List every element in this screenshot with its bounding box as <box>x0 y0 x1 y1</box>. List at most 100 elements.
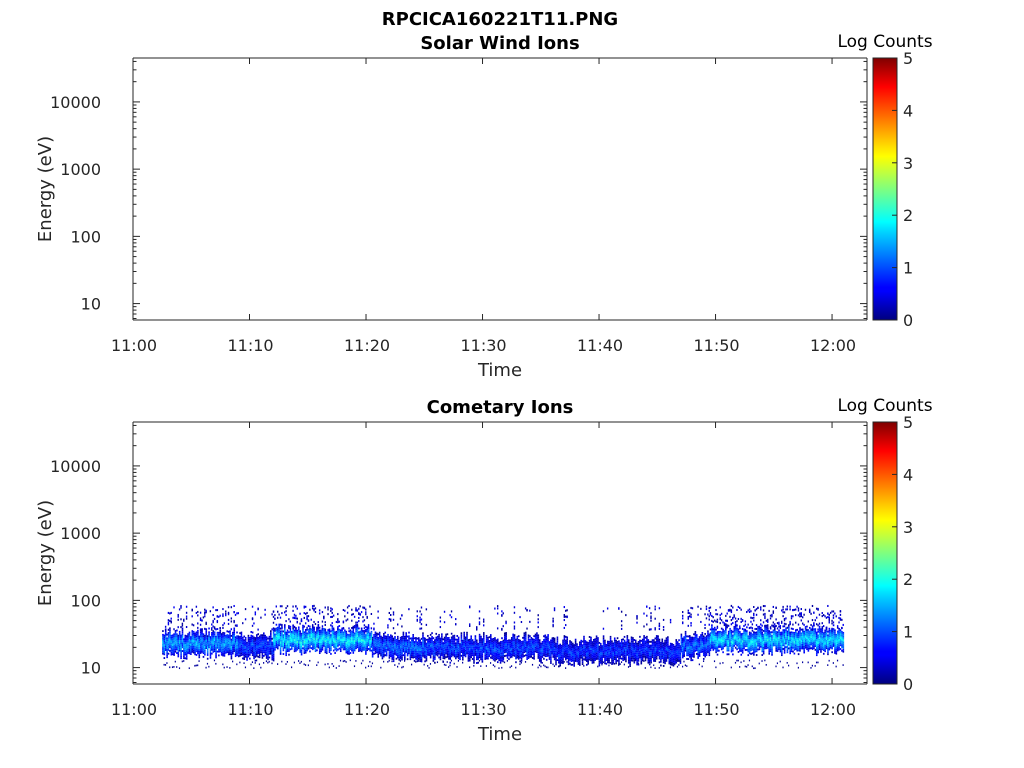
spectrogram-cell <box>420 660 423 663</box>
spectrogram-cell <box>233 604 235 607</box>
spectrogram-cell <box>362 633 364 636</box>
spectrogram-cell <box>220 653 223 656</box>
spectrogram-cell <box>573 653 575 656</box>
spectrogram-cell <box>328 639 331 642</box>
spectrogram-cell <box>327 636 329 639</box>
spectrogram-cell <box>191 615 193 618</box>
spectrogram-cell <box>495 643 498 646</box>
spectrogram-cell <box>541 644 544 647</box>
spectrogram-cell <box>540 642 542 645</box>
spectrogram-cell <box>244 646 247 649</box>
spectrogram-cell <box>581 661 584 664</box>
spectrogram-cell <box>536 632 538 635</box>
spectrogram-cell <box>622 642 624 645</box>
spectrogram-cell <box>627 650 630 653</box>
spectrogram-cell <box>292 628 294 631</box>
spectrogram-cell <box>488 647 491 650</box>
spectrogram-cell <box>643 642 645 645</box>
spectrogram-cell <box>334 648 336 651</box>
spectrogram-cell <box>356 646 359 649</box>
spectrogram-cell <box>331 638 334 641</box>
spectrogram-cell <box>632 648 634 651</box>
spectrogram-cell <box>428 646 431 649</box>
spectrogram-cell <box>567 663 570 666</box>
spectrogram-cell <box>660 645 662 648</box>
spectrogram-cell <box>513 647 516 650</box>
spectrogram-cell <box>650 617 652 620</box>
spectrogram-cell <box>223 645 226 648</box>
spectrogram-cell <box>204 627 206 630</box>
spectrogram-cell <box>460 636 463 638</box>
spectrogram-cell <box>250 642 253 645</box>
spectrogram-cell <box>283 637 286 640</box>
spectrogram-cell <box>201 628 203 631</box>
spectrogram-cell <box>369 605 371 608</box>
spectrogram-cell <box>615 643 617 646</box>
spectrogram-cell <box>331 625 334 628</box>
spectrogram-cell <box>563 661 565 663</box>
spectrogram-cell <box>540 661 542 664</box>
spectrogram-cell <box>388 649 391 652</box>
spectrogram-cell <box>325 646 328 649</box>
spectrogram-cell <box>434 661 436 664</box>
spectrogram-cell <box>324 638 327 641</box>
spectrogram-cell <box>184 653 187 656</box>
spectrogram-cell <box>281 641 283 644</box>
spectrogram-cell <box>660 647 662 650</box>
spectrogram-cell <box>344 640 346 643</box>
spectrogram-cell <box>452 638 454 641</box>
spectrogram-cell <box>331 615 333 618</box>
spectrogram-cell <box>378 637 381 640</box>
spectrogram-cell <box>481 638 484 641</box>
spectrogram-cell <box>243 662 245 664</box>
spectrogram-cell <box>485 642 488 645</box>
spectrogram-cell <box>321 631 324 634</box>
spectrogram-cell <box>496 661 499 664</box>
spectrogram-cell <box>374 635 377 638</box>
spectrogram-cell <box>441 646 443 649</box>
spectrogram-cell <box>452 654 454 656</box>
spectrogram-cell <box>304 647 307 650</box>
spectrogram-cell <box>388 659 390 662</box>
spectrogram-cell <box>616 644 619 647</box>
spectrogram-cell <box>534 650 537 653</box>
spectrogram-cell <box>328 630 331 633</box>
spectrogram-cell <box>548 650 551 653</box>
spectrogram-cell <box>328 636 331 638</box>
spectrogram-cell <box>456 651 459 654</box>
spectrogram-cell <box>391 637 394 640</box>
spectrogram-cell <box>367 625 370 628</box>
spectrogram-cell <box>297 626 300 629</box>
spectrogram-cell <box>240 648 243 651</box>
spectrogram-cell <box>272 646 275 649</box>
spectrogram-cell <box>408 637 410 640</box>
spectrogram-cell <box>608 652 610 655</box>
colorbar-tick-label: 3 <box>903 154 913 173</box>
spectrogram-cell <box>408 639 410 642</box>
spectrogram-cell <box>474 637 477 639</box>
spectrogram-cell <box>657 654 659 657</box>
spectrogram-cell <box>466 646 468 649</box>
spectrogram-cell <box>261 645 264 648</box>
spectrogram-cell <box>251 650 254 653</box>
spectrogram-cell <box>264 653 267 656</box>
spectrogram-cell <box>302 630 304 633</box>
spectrogram-cell <box>574 657 577 660</box>
spectrogram-cell <box>296 644 299 647</box>
spectrogram-cell <box>271 641 274 644</box>
spectrogram-cell <box>163 663 165 666</box>
spectrogram-cell <box>261 636 264 638</box>
spectrogram-cell <box>240 637 243 640</box>
spectrogram-cell <box>167 647 170 650</box>
spectrogram-cell <box>429 663 432 665</box>
spectrogram-cell <box>443 642 446 645</box>
spectrogram-cell <box>212 633 215 636</box>
spectrogram-cell <box>529 648 531 651</box>
spectrogram-cell <box>664 645 666 648</box>
spectrogram-cell <box>367 632 370 635</box>
spectrogram-cell <box>413 644 416 647</box>
spectrogram-cell <box>358 612 360 615</box>
spectrogram-cell <box>651 646 654 649</box>
spectrogram-cell <box>392 613 395 616</box>
spectrogram-cell <box>647 654 650 657</box>
